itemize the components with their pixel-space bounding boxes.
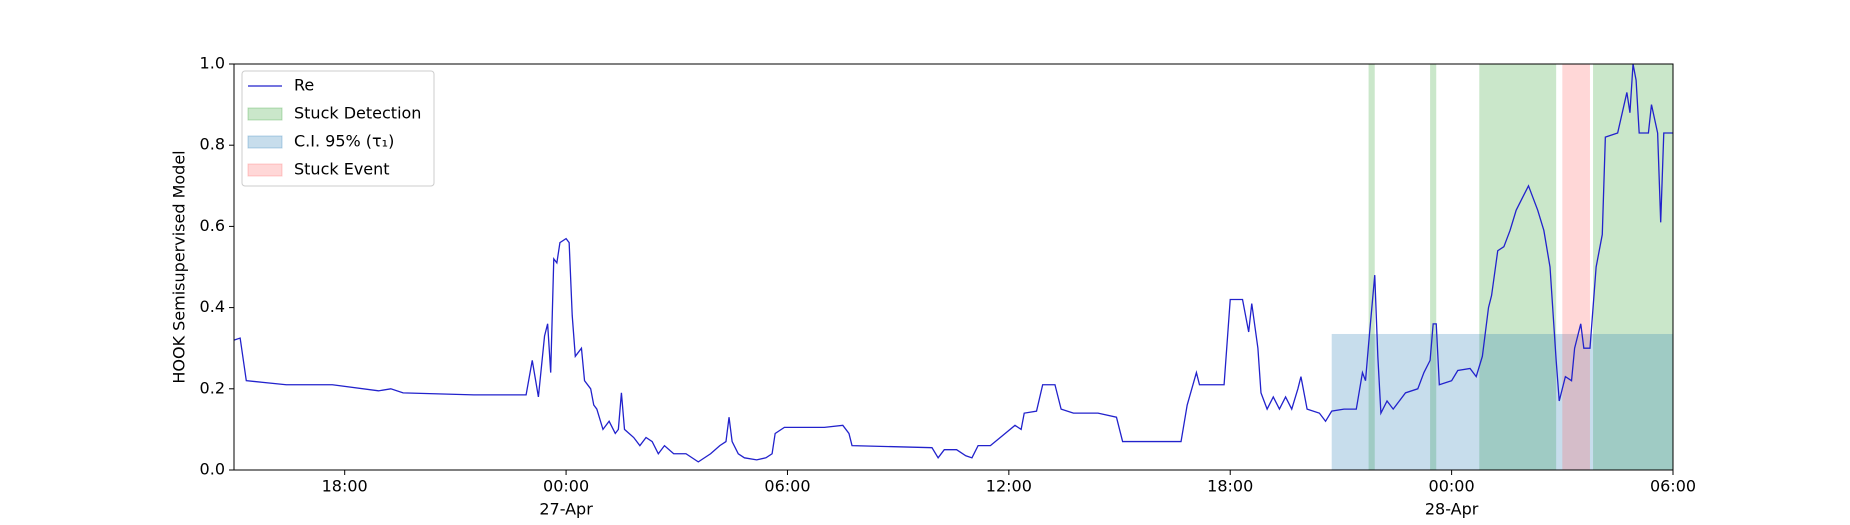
line bbox=[233, 63, 1673, 463]
y-tick-label: 0.0 bbox=[200, 460, 225, 479]
x-tick-label: 18:00 bbox=[1207, 477, 1253, 496]
region bbox=[1593, 64, 1673, 470]
x-tick-label: 27-Apr bbox=[539, 500, 593, 519]
legend-label: Stuck Detection bbox=[294, 104, 421, 123]
region bbox=[1479, 64, 1557, 470]
legend-label: C.I. 95% (τ₁) bbox=[294, 132, 394, 151]
y-tick-label: 0.4 bbox=[200, 297, 225, 316]
x-tick-label: 06:00 bbox=[764, 477, 810, 496]
x-tick-label: 12:00 bbox=[986, 477, 1032, 496]
y-tick-label: 0.6 bbox=[200, 216, 225, 235]
x-tick-label: 00:00 bbox=[543, 477, 589, 496]
y-tick-label: 0.2 bbox=[200, 378, 225, 397]
y-axis-label: HOOK Semisupervised Model bbox=[170, 150, 189, 383]
x-tick-label: 18:00 bbox=[322, 477, 368, 496]
legend-box bbox=[241, 70, 435, 187]
legend: Re Stuck Detection C.I. 95% (τ₁) Stuck Even… bbox=[241, 70, 435, 187]
region bbox=[1430, 64, 1437, 470]
x-tick-label: 28-Apr bbox=[1425, 500, 1479, 519]
x-tick-label: 1900 bbox=[546, 523, 587, 525]
x-tick-label: 06:00 bbox=[1650, 477, 1696, 496]
region bbox=[1368, 64, 1375, 470]
legend-label: Re bbox=[294, 76, 314, 95]
y-tick-label: 1.0 bbox=[200, 54, 225, 73]
plot-frame bbox=[233, 63, 1674, 471]
region bbox=[1331, 333, 1673, 470]
legend-swatch bbox=[247, 135, 283, 149]
y-tick-label: 0.8 bbox=[200, 135, 225, 154]
legend-swatch bbox=[247, 107, 283, 121]
region bbox=[1562, 64, 1590, 470]
legend-label: Stuck Event bbox=[294, 160, 390, 179]
legend-swatch bbox=[247, 163, 283, 177]
x-tick-label: 00:00 bbox=[1429, 477, 1475, 496]
